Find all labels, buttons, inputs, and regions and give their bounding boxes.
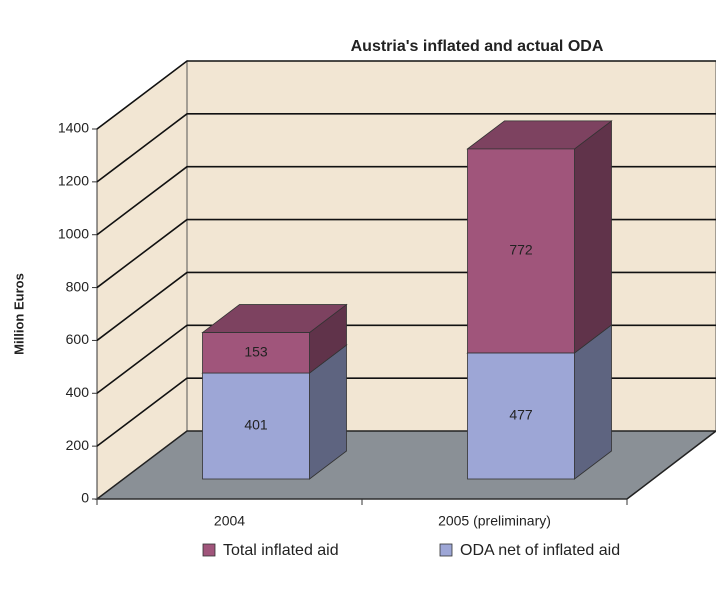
legend-label: Total inflated aid [223, 542, 339, 559]
y-axis-label: Million Euros [11, 273, 26, 355]
y-tick-label: 1200 [58, 173, 89, 189]
data-label: 477 [509, 407, 533, 423]
y-tick-label: 1000 [58, 225, 89, 241]
x-tick-label: 2004 [214, 513, 245, 529]
legend-swatch [439, 543, 453, 557]
data-label: 153 [244, 344, 268, 360]
bar-side [574, 120, 612, 354]
data-label: 401 [244, 417, 268, 433]
y-tick-label: 400 [66, 384, 90, 400]
side-wall [96, 59, 188, 501]
y-tick-label: 200 [66, 437, 90, 453]
chart-title: Austria's inflated and actual ODA [351, 38, 604, 55]
y-tick-label: 1400 [58, 120, 89, 136]
bar [467, 148, 575, 354]
y-tick-label: 0 [81, 490, 89, 506]
floor [94, 430, 716, 500]
legend-label: ODA net of inflated aid [460, 542, 620, 559]
bar [202, 372, 310, 480]
bar [467, 352, 575, 480]
y-tick-label: 600 [66, 331, 90, 347]
y-tick-label: 800 [66, 278, 90, 294]
x-tick-label: 2005 (preliminary) [438, 513, 551, 529]
legend-swatch [202, 543, 216, 557]
data-label: 772 [509, 242, 533, 258]
grid-line [96, 60, 716, 130]
bar [202, 332, 310, 374]
grid-line [96, 113, 716, 183]
